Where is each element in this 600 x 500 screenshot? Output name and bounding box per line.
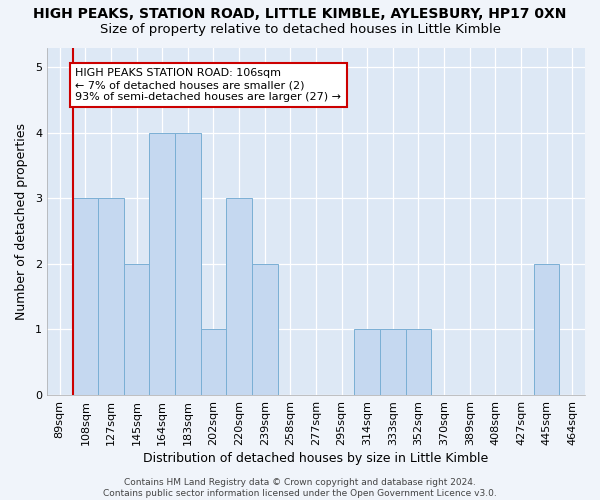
Bar (252, 264, 278, 395)
Bar (406, 330, 431, 395)
Bar (534, 264, 559, 395)
Text: Size of property relative to detached houses in Little Kimble: Size of property relative to detached ho… (100, 22, 500, 36)
Bar (226, 198, 252, 395)
Bar (73, 198, 98, 395)
Text: HIGH PEAKS, STATION ROAD, LITTLE KIMBLE, AYLESBURY, HP17 0XN: HIGH PEAKS, STATION ROAD, LITTLE KIMBLE,… (34, 8, 566, 22)
Bar (200, 330, 226, 395)
Bar (149, 133, 175, 395)
Text: HIGH PEAKS STATION ROAD: 106sqm
← 7% of detached houses are smaller (2)
93% of s: HIGH PEAKS STATION ROAD: 106sqm ← 7% of … (75, 68, 341, 102)
Bar (355, 330, 380, 395)
Y-axis label: Number of detached properties: Number of detached properties (15, 123, 28, 320)
Text: Contains HM Land Registry data © Crown copyright and database right 2024.
Contai: Contains HM Land Registry data © Crown c… (103, 478, 497, 498)
X-axis label: Distribution of detached houses by size in Little Kimble: Distribution of detached houses by size … (143, 452, 488, 465)
Bar (175, 133, 200, 395)
Bar (124, 264, 149, 395)
Bar (98, 198, 124, 395)
Bar (380, 330, 406, 395)
